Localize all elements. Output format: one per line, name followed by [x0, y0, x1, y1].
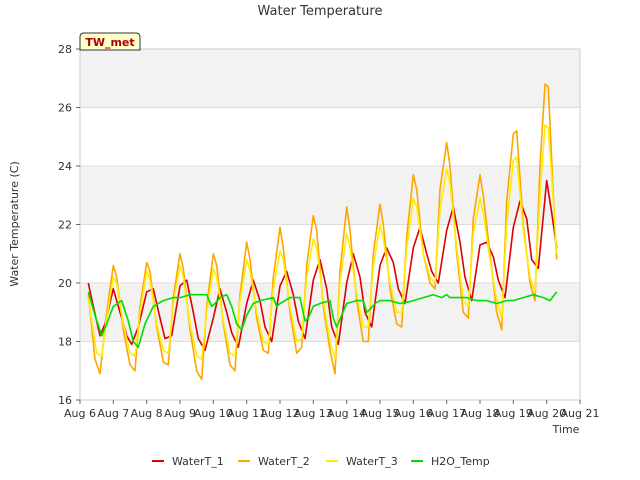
x-tick-label: Aug 11	[227, 407, 266, 420]
chart-title: Water Temperature	[258, 4, 383, 19]
y-tick-label: 18	[58, 336, 72, 349]
y-tick-label: 26	[58, 102, 72, 115]
y-tick-label: 24	[58, 160, 72, 173]
plot-band	[80, 166, 580, 225]
x-tick-label: Aug 12	[261, 407, 300, 420]
x-tick-label: Aug 15	[361, 407, 400, 420]
series-line-watert-2	[87, 83, 558, 381]
y-tick-label: 22	[58, 219, 72, 232]
site-label-text: TW_met	[85, 36, 134, 49]
site-label-box	[79, 32, 141, 51]
x-tick-label: Aug 6	[64, 407, 96, 420]
x-tick-label: Aug 18	[461, 407, 500, 420]
x-tick-label: Aug 13	[294, 407, 333, 420]
series-line-h2o-temp	[87, 291, 558, 349]
legend-label: WaterT_1	[172, 455, 224, 468]
legend-label: WaterT_3	[346, 455, 398, 468]
x-tick-label: Aug 17	[427, 407, 466, 420]
y-axis-label: Water Temperature (C)	[8, 161, 21, 286]
x-tick-label: Aug 9	[164, 407, 196, 420]
x-axis-label: Time	[552, 423, 580, 436]
y-axis-ticks: 16 18 20 22 24 26 28	[58, 43, 80, 407]
legend-label: WaterT_2	[258, 455, 310, 468]
plot-band	[80, 49, 580, 108]
x-tick-label: Aug 8	[131, 407, 163, 420]
x-tick-label: Aug 16	[394, 407, 433, 420]
x-tick-label: Aug 21	[561, 407, 600, 420]
x-tick-label: Aug 7	[97, 407, 129, 420]
site-label-badge: TW_met	[79, 32, 141, 51]
legend: WaterT_1 WaterT_2 WaterT_3 H2O_Temp	[152, 455, 490, 468]
series-line-watert-3	[87, 124, 558, 360]
y-tick-label: 16	[58, 394, 72, 407]
legend-label: H2O_Temp	[431, 455, 490, 468]
x-tick-label: Aug 10	[194, 407, 233, 420]
x-tick-label: Aug 20	[527, 407, 566, 420]
series-line-watert-1	[87, 179, 558, 352]
series-lines	[87, 83, 558, 381]
x-tick-label: Aug 19	[494, 407, 533, 420]
y-tick-label: 28	[58, 43, 72, 56]
y-tick-label: 20	[58, 277, 72, 290]
x-tick-label: Aug 14	[327, 407, 366, 420]
